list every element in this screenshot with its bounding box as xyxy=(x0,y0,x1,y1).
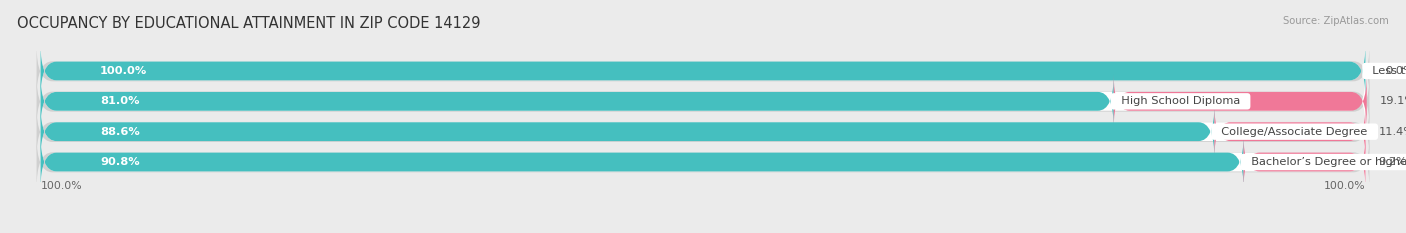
FancyBboxPatch shape xyxy=(41,105,1215,159)
FancyBboxPatch shape xyxy=(1243,135,1365,189)
Text: 19.1%: 19.1% xyxy=(1381,96,1406,106)
Text: OCCUPANCY BY EDUCATIONAL ATTAINMENT IN ZIP CODE 14129: OCCUPANCY BY EDUCATIONAL ATTAINMENT IN Z… xyxy=(17,16,481,31)
FancyBboxPatch shape xyxy=(41,135,1365,189)
FancyBboxPatch shape xyxy=(41,44,1365,98)
Text: 90.8%: 90.8% xyxy=(100,157,139,167)
Text: 81.0%: 81.0% xyxy=(100,96,139,106)
FancyBboxPatch shape xyxy=(37,75,1369,128)
FancyBboxPatch shape xyxy=(41,105,1365,159)
FancyBboxPatch shape xyxy=(41,74,1114,128)
Legend: Owner-occupied, Renter-occupied: Owner-occupied, Renter-occupied xyxy=(583,232,823,233)
Text: 11.4%: 11.4% xyxy=(1379,127,1406,137)
Text: 88.6%: 88.6% xyxy=(100,127,141,137)
FancyBboxPatch shape xyxy=(37,45,1369,98)
Text: 100.0%: 100.0% xyxy=(100,66,148,76)
Text: Bachelor’s Degree or higher: Bachelor’s Degree or higher xyxy=(1243,157,1406,167)
FancyBboxPatch shape xyxy=(41,135,1243,189)
FancyBboxPatch shape xyxy=(37,106,1369,158)
Text: 9.2%: 9.2% xyxy=(1379,157,1406,167)
Text: 100.0%: 100.0% xyxy=(41,181,82,191)
Text: College/Associate Degree: College/Associate Degree xyxy=(1215,127,1375,137)
Text: Source: ZipAtlas.com: Source: ZipAtlas.com xyxy=(1284,16,1389,26)
FancyBboxPatch shape xyxy=(1114,74,1367,128)
FancyBboxPatch shape xyxy=(1215,105,1365,159)
FancyBboxPatch shape xyxy=(41,74,1365,128)
Text: 0.0%: 0.0% xyxy=(1385,66,1406,76)
Text: 100.0%: 100.0% xyxy=(1324,181,1365,191)
FancyBboxPatch shape xyxy=(37,136,1369,189)
Text: High School Diploma: High School Diploma xyxy=(1114,96,1247,106)
FancyBboxPatch shape xyxy=(41,44,1365,98)
Text: Less than High School: Less than High School xyxy=(1365,66,1406,76)
